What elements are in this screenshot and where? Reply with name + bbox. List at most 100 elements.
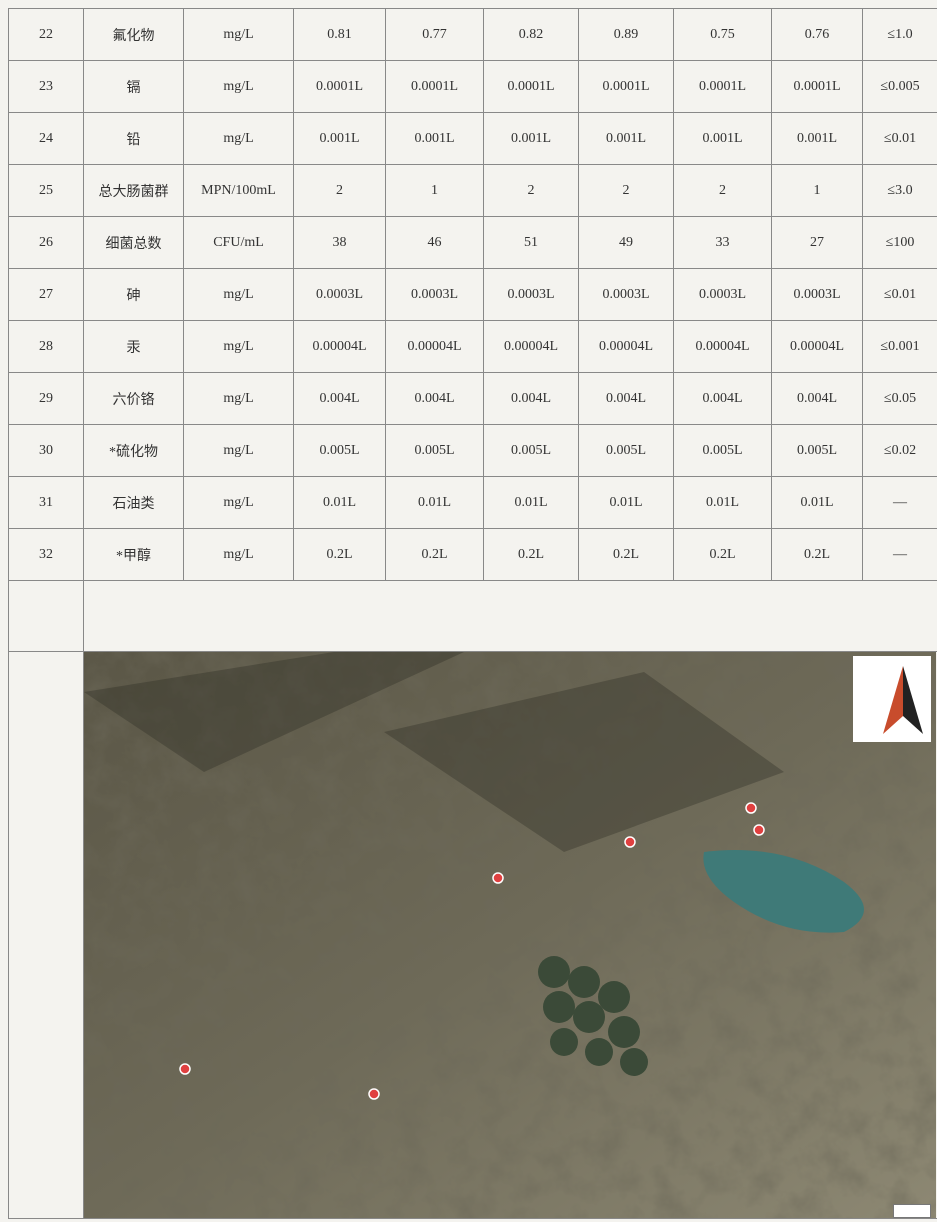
document: 22 氟化物 mg/L 0.81 0.77 0.82 0.89 0.75 0.76 ≤1.0 23 镉… <box>8 8 937 1219</box>
arrow <box>883 666 923 734</box>
table-cell: 0.2L <box>483 528 579 581</box>
table-cell: mg/L <box>183 476 294 529</box>
map-label <box>8 651 84 1219</box>
table-cell: 0.004L <box>293 372 386 425</box>
table-cell: 0.77 <box>385 8 484 61</box>
table-cell: 汞 <box>83 320 184 373</box>
table-cell: 0.0003L <box>293 268 386 321</box>
table-cell: 0.00004L <box>483 320 579 373</box>
table-cell: 0.2L <box>385 528 484 581</box>
table-row: 26 细菌总数 CFU/mL 38 46 51 49 33 27 ≤100 <box>8 216 937 269</box>
table-cell: 0.0003L <box>385 268 484 321</box>
table-cell: 砷 <box>83 268 184 321</box>
table-cell: 0.01L <box>483 476 579 529</box>
table-cell: 0.005L <box>483 424 579 477</box>
table-cell: mg/L <box>183 60 294 113</box>
table-cell: 0.004L <box>385 372 484 425</box>
satellite-map <box>84 652 936 1218</box>
table-cell: 0.001L <box>483 112 579 165</box>
table-row: 28 汞 mg/L 0.00004L 0.00004L 0.00004L 0.00004L 0… <box>8 320 937 373</box>
table-cell: — <box>862 476 937 529</box>
table-cell: 0.001L <box>673 112 772 165</box>
table-cell: 0.01L <box>673 476 772 529</box>
table-cell: 0.0001L <box>771 60 863 113</box>
table-cell: ≤0.001 <box>862 320 937 373</box>
table-cell: 0.00004L <box>385 320 484 373</box>
table-cell: 30 <box>8 424 84 477</box>
remarks <box>83 580 937 652</box>
table-cell: 23 <box>8 60 84 113</box>
table-cell: 0.00004L <box>673 320 772 373</box>
table-cell: ≤0.01 <box>862 268 937 321</box>
markers <box>179 802 765 1100</box>
north-arrow <box>853 656 931 742</box>
table-cell: 0.75 <box>673 8 772 61</box>
table-cell: 总大肠菌群 <box>83 164 184 217</box>
table-cell: ≤0.02 <box>862 424 937 477</box>
table-row: 23 镉 mg/L 0.0001L 0.0001L 0.0001L 0.0001L 0.000… <box>8 60 937 113</box>
table-cell: ≤0.05 <box>862 372 937 425</box>
table-cell: 六价铬 <box>83 372 184 425</box>
table-cell: 0.01L <box>771 476 863 529</box>
table-cell: 0.2L <box>771 528 863 581</box>
table-cell: 49 <box>578 216 674 269</box>
table-cell: 0.0001L <box>578 60 674 113</box>
table-cell: 29 <box>8 372 84 425</box>
map-row <box>8 651 937 1219</box>
table-cell: CFU/mL <box>183 216 294 269</box>
table-cell: 25 <box>8 164 84 217</box>
table-cell: 0.004L <box>673 372 772 425</box>
table-cell: 32 <box>8 528 84 581</box>
table-cell: 0.0003L <box>771 268 863 321</box>
table-cell: 0.2L <box>578 528 674 581</box>
table-cell: 0.01L <box>578 476 674 529</box>
table-cell: 氟化物 <box>83 8 184 61</box>
circle-fields <box>538 956 648 1076</box>
table-cell: 0.82 <box>483 8 579 61</box>
table-cell: 2 <box>578 164 674 217</box>
table-cell: 0.0001L <box>673 60 772 113</box>
table-cell: mg/L <box>183 112 294 165</box>
table-cell: 27 <box>8 268 84 321</box>
map-cell <box>83 651 937 1219</box>
table-cell: 石油类 <box>83 476 184 529</box>
table-cell: mg/L <box>183 8 294 61</box>
table-cell: 1 <box>771 164 863 217</box>
table-cell: 22 <box>8 8 84 61</box>
table-cell: mg/L <box>183 320 294 373</box>
table-cell: 2 <box>673 164 772 217</box>
table-cell: mg/L <box>183 268 294 321</box>
table-body: 22 氟化物 mg/L 0.81 0.77 0.82 0.89 0.75 0.76 ≤1.0 23 镉… <box>8 8 937 581</box>
lake <box>703 850 864 933</box>
table-cell: 铅 <box>83 112 184 165</box>
table-cell: 38 <box>293 216 386 269</box>
table-cell: 0.0001L <box>293 60 386 113</box>
table-cell: 0.004L <box>483 372 579 425</box>
table-row: 27 砷 mg/L 0.0003L 0.0003L 0.0003L 0.0003L 0.000… <box>8 268 937 321</box>
table-cell: 0.2L <box>293 528 386 581</box>
table-cell: 0.0003L <box>673 268 772 321</box>
table-cell: — <box>862 528 937 581</box>
table-cell: 0.005L <box>673 424 772 477</box>
table-cell: 0.81 <box>293 8 386 61</box>
table-cell: 0.001L <box>771 112 863 165</box>
table-cell: ≤1.0 <box>862 8 937 61</box>
table-cell: 0.76 <box>771 8 863 61</box>
table-row: 31 石油类 mg/L 0.01L 0.01L 0.01L 0.01L 0.01L 0.01L — <box>8 476 937 529</box>
table-cell: ≤0.005 <box>862 60 937 113</box>
table-cell: mg/L <box>183 424 294 477</box>
table-cell: 0.004L <box>771 372 863 425</box>
table-cell: 51 <box>483 216 579 269</box>
table-cell: 0.005L <box>385 424 484 477</box>
table-cell: 31 <box>8 476 84 529</box>
table-cell: mg/L <box>183 528 294 581</box>
table-cell: 0.01L <box>293 476 386 529</box>
table-cell: 0.00004L <box>293 320 386 373</box>
table-cell: 1 <box>385 164 484 217</box>
table-cell: 0.004L <box>578 372 674 425</box>
data-table: 22 氟化物 mg/L 0.81 0.77 0.82 0.89 0.75 0.76 ≤1.0 23 镉… <box>8 8 937 1219</box>
table-cell: 0.001L <box>385 112 484 165</box>
table-cell: MPN/100mL <box>183 164 294 217</box>
table-cell: 33 <box>673 216 772 269</box>
table-cell: 0.01L <box>385 476 484 529</box>
